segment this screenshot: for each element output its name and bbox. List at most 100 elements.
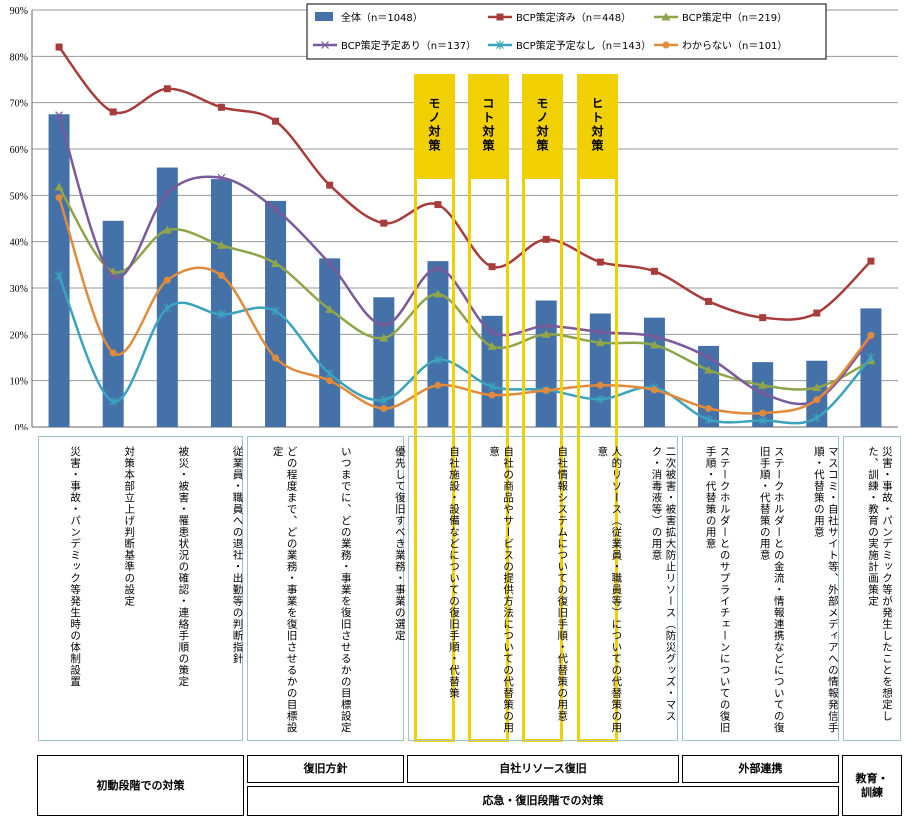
marker-x bbox=[163, 189, 172, 197]
label-group-initial bbox=[38, 436, 243, 741]
series-square bbox=[55, 43, 875, 322]
category-label: 災害・事故・パンデミック等発生時の体制設置 bbox=[69, 446, 82, 688]
marker-triangle bbox=[379, 333, 389, 342]
marker-triangle bbox=[271, 258, 281, 267]
legend-label: BCP策定中（n＝219） bbox=[682, 11, 787, 24]
legend: 全体（n＝1048） BCP策定済み（n＝448） BCP策定中（n＝219） BCP… bbox=[306, 3, 827, 60]
marker-triangle bbox=[812, 383, 822, 392]
category-label: 災害・事故・パンデミック等が発生したことを想定した、訓練・教育の実施計画策定 bbox=[866, 446, 893, 722]
legend-label: 全体（n＝1048） bbox=[341, 11, 423, 24]
marker-asterisk bbox=[434, 355, 442, 365]
marker-circle bbox=[759, 409, 767, 417]
category-label: 二次被害・被害拡大防止リソース（防災グッズ・マスク・消毒液等）の用意 bbox=[650, 446, 677, 722]
marker-asterisk bbox=[704, 415, 713, 425]
y-tick-label: 40% bbox=[10, 238, 28, 249]
marker-square bbox=[380, 219, 388, 227]
marker-triangle bbox=[433, 289, 443, 298]
marker-asterisk bbox=[217, 309, 226, 319]
y-tick-label: 80% bbox=[10, 52, 28, 63]
marker-circle bbox=[542, 386, 550, 394]
marker-asterisk bbox=[496, 40, 504, 50]
bar bbox=[752, 362, 774, 427]
highlight-label-mono-2: モノ対策 bbox=[522, 74, 563, 176]
y-tick-label: 20% bbox=[10, 330, 28, 341]
highlight-label-mono-1: モノ対策 bbox=[414, 74, 455, 176]
marker-circle bbox=[488, 391, 496, 399]
bar bbox=[806, 360, 828, 427]
footer-external: 外部連携 bbox=[682, 755, 839, 783]
marker-x bbox=[379, 321, 388, 329]
marker-x bbox=[321, 41, 329, 49]
category-label: 従業員・職員への退社・出勤等の判断指針 bbox=[231, 446, 244, 665]
category-label: ステークホルダーとの金流・情報連携などについての復旧手順・代替策の用意 bbox=[758, 446, 785, 734]
y-tick-label: 60% bbox=[10, 145, 28, 156]
marker-square bbox=[55, 43, 63, 51]
footer-emergency-stage: 応急・復旧段階での対策 bbox=[247, 786, 839, 816]
label-group-policy bbox=[247, 436, 404, 741]
y-tick-label: 10% bbox=[10, 377, 28, 388]
marker-circle bbox=[662, 41, 670, 49]
series-line bbox=[58, 46, 872, 321]
marker-circle bbox=[650, 386, 658, 394]
marker-x bbox=[542, 322, 551, 330]
marker-circle bbox=[55, 194, 63, 202]
marker-asterisk bbox=[812, 413, 821, 423]
marker-asterisk bbox=[867, 353, 875, 362]
footer-training: 教育・訓練 bbox=[842, 755, 902, 816]
line-series bbox=[54, 43, 876, 426]
marker-x bbox=[758, 389, 767, 398]
marker-asterisk bbox=[55, 271, 63, 281]
marker-square bbox=[705, 297, 713, 305]
marker-x bbox=[596, 328, 605, 336]
marker-circle bbox=[813, 396, 821, 404]
bar bbox=[373, 297, 395, 427]
marker-x bbox=[488, 328, 496, 336]
category-label: マスコミ・自社サイト等、外部メディアへの情報発信手順・代替策の用意 bbox=[812, 446, 839, 734]
marker-x bbox=[325, 259, 334, 268]
marker-circle bbox=[217, 271, 225, 279]
bar bbox=[535, 300, 557, 427]
marker-triangle bbox=[595, 338, 605, 347]
bar-series bbox=[48, 114, 882, 428]
label-group-training bbox=[843, 436, 901, 741]
category-label: 人的リソース（従業員・職員等）についての代替策の用意 bbox=[596, 446, 623, 734]
marker-square bbox=[542, 235, 550, 243]
marker-asterisk bbox=[109, 397, 118, 407]
y-tick-label: 50% bbox=[10, 191, 28, 202]
footer-initial-stage: 初動段階での対策 bbox=[37, 755, 244, 816]
marker-x bbox=[55, 111, 63, 120]
bar bbox=[319, 258, 341, 427]
marker-asterisk bbox=[488, 382, 496, 392]
category-label: どの程度まで、どの業務・事業を復旧させるかの目標設定 bbox=[271, 446, 298, 734]
marker-triangle bbox=[541, 329, 551, 338]
footer-resource-recovery: 自社リソース復旧 bbox=[407, 755, 679, 783]
marker-square bbox=[109, 108, 117, 116]
legend-label: BCP策定予定あり（n＝137） bbox=[341, 39, 476, 52]
series-line bbox=[57, 114, 872, 406]
series-triangle bbox=[54, 182, 876, 392]
category-label: 被災・被害・罹患状況の確認・連絡手順の策定 bbox=[177, 446, 190, 688]
marker-circle bbox=[380, 404, 388, 412]
footer-recovery-policy: 復旧方針 bbox=[247, 755, 404, 783]
y-tick-label: 70% bbox=[10, 99, 28, 110]
marker-triangle bbox=[661, 12, 671, 21]
bar bbox=[210, 179, 232, 427]
category-label: 自社の商品やサービスの提供方法についての代替策の用意 bbox=[488, 446, 515, 734]
marker-square bbox=[867, 257, 875, 265]
marker-circle bbox=[434, 381, 442, 389]
marker-triangle bbox=[758, 380, 768, 389]
series-circle bbox=[55, 194, 875, 417]
chart-canvas: 0% 10% 20% 30% 40% 50% 60% 70% 80% 90% 全体（n＝1048）… bbox=[10, 3, 898, 430]
label-group-external bbox=[682, 436, 839, 741]
category-label: ステークホルダーとのサプライチェーンについての復旧手順・代替策の用意 bbox=[704, 446, 731, 734]
legend-frame bbox=[306, 3, 827, 60]
marker-square bbox=[488, 263, 496, 271]
y-tick-label: 30% bbox=[10, 284, 28, 295]
marker-triangle bbox=[325, 304, 335, 313]
bar bbox=[48, 114, 70, 427]
bar bbox=[156, 167, 178, 428]
highlight-label-koto: コト対策 bbox=[468, 74, 509, 176]
marker-square bbox=[217, 103, 225, 111]
marker-square bbox=[596, 258, 604, 266]
marker-square bbox=[326, 181, 334, 189]
